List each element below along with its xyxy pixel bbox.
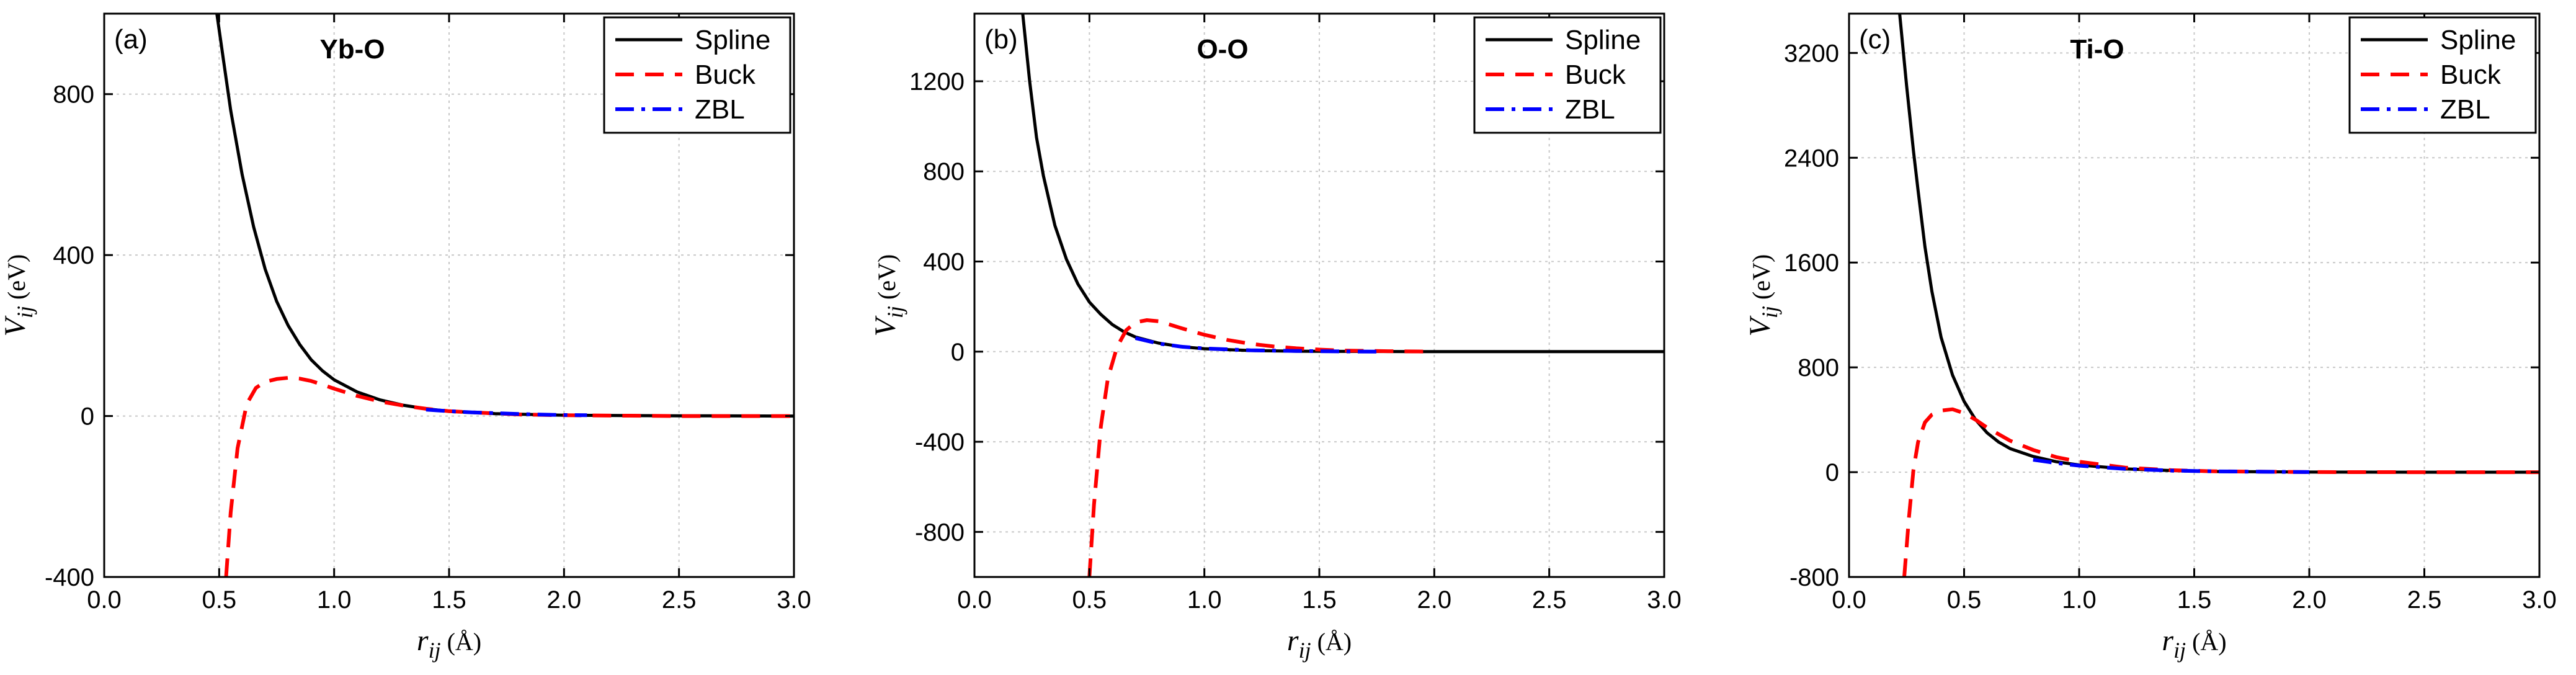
legend-label-zbl: ZBL <box>695 94 745 125</box>
x-axis-label-unit: (Å) <box>1311 628 1352 656</box>
legend-label-spline: Spline <box>1565 25 1641 55</box>
y-tick-label: -800 <box>1789 564 1839 591</box>
x-tick-label: 2.5 <box>662 586 697 614</box>
legend-box <box>603 16 791 134</box>
y-tick-label: -400 <box>45 564 94 591</box>
series-line-zbl <box>426 408 587 418</box>
x-tick-label: 1.0 <box>2062 586 2097 614</box>
y-axis-label-main: V <box>869 315 902 336</box>
x-tick-label: 2.0 <box>2292 586 2327 614</box>
legend-label-spline: Spline <box>2440 25 2516 55</box>
legend-label-buck: Buck <box>2440 60 2502 90</box>
series-line-zbl <box>1134 336 1377 354</box>
y-tick-label: 1600 <box>1784 249 1839 277</box>
panel-title: Yb-O <box>319 34 385 65</box>
y-axis-label-unit: (eV) <box>1747 254 1775 306</box>
y-axis-label-unit: (eV) <box>2 254 30 306</box>
y-tick-label: 800 <box>53 81 94 109</box>
x-tick-label: 3.0 <box>777 586 811 614</box>
legend-box <box>1473 16 1662 134</box>
series-line-buck <box>224 376 794 577</box>
x-tick-label: 1.0 <box>317 586 352 614</box>
y-tick-label: 0 <box>81 403 94 431</box>
y-axis-label-unit: (eV) <box>873 254 901 306</box>
y-tick-label: -800 <box>915 519 965 546</box>
x-tick-label: 0.5 <box>202 586 237 614</box>
panel-title: O-O <box>1197 34 1248 65</box>
y-axis-label-sub: ij <box>1757 306 1782 318</box>
y-axis-label: Vij (eV) <box>0 254 37 337</box>
y-tick-label: 3200 <box>1784 40 1839 67</box>
y-tick-label: 0 <box>951 339 965 366</box>
x-tick-label: 3.0 <box>2522 586 2557 614</box>
x-axis-label-sub: ij <box>2173 638 2186 663</box>
panel-title: Ti-O <box>2070 34 2124 65</box>
y-tick-label: 0 <box>1825 459 1839 486</box>
x-tick-label: 1.5 <box>1302 586 1337 614</box>
x-tick-label: 2.0 <box>1417 586 1452 614</box>
series-line-buck <box>1087 318 1435 577</box>
legend-label-buck: Buck <box>1565 60 1626 90</box>
panel-c: 0.0 0.5 1.0 1.5 2.0 2.5 3.0 -800 0 800 1600 2400 320… <box>1744 12 2557 663</box>
series-line-buck <box>1902 407 2539 577</box>
y-tick-label: 800 <box>923 158 965 186</box>
x-tick-label: 1.0 <box>1187 586 1222 614</box>
y-tick-label: 1200 <box>909 68 965 96</box>
y-axis-label-sub: ij <box>883 306 907 318</box>
y-tick-label: 400 <box>53 242 94 269</box>
x-tick-label: 2.5 <box>1532 586 1567 614</box>
x-axis-label-sub: ij <box>1299 638 1311 663</box>
series-line-zbl <box>2033 458 2310 474</box>
y-tick-label: 800 <box>1798 354 1839 382</box>
legend-label-buck: Buck <box>695 60 756 90</box>
y-axis-label-main: V <box>1744 315 1776 336</box>
y-tick-label: 2400 <box>1784 145 1839 172</box>
y-axis-label: Vij (eV) <box>1744 254 1782 337</box>
x-axis-label-unit: (Å) <box>2186 628 2227 656</box>
x-axis-label-main: r <box>1287 624 1299 657</box>
x-axis-label: rij (Å) <box>417 624 481 663</box>
y-axis-label-sub: ij <box>12 306 37 318</box>
panel-tag: (a) <box>114 24 148 55</box>
x-tick-label: 0.5 <box>1072 586 1107 614</box>
x-tick-label: 2.0 <box>547 586 582 614</box>
x-axis-label-main: r <box>417 624 429 657</box>
legend-label-spline: Spline <box>695 25 770 55</box>
panel-tag: (b) <box>984 24 1018 55</box>
x-tick-label: 1.5 <box>2177 586 2212 614</box>
x-tick-label: 0.5 <box>1947 586 1982 614</box>
panel-a: 0.0 0.5 1.0 1.5 2.0 2.5 3.0 -400 0 400 800 (a) Yb-O r… <box>0 12 811 663</box>
y-axis-label-main: V <box>0 315 32 336</box>
panel-tag: (c) <box>1859 24 1891 55</box>
legend-box <box>2348 16 2537 134</box>
y-axis-label: Vij (eV) <box>869 254 907 337</box>
x-axis-label: rij (Å) <box>1287 624 1352 663</box>
x-axis-label-sub: ij <box>429 638 441 663</box>
y-tick-label: -400 <box>915 429 965 456</box>
legend-label-zbl: ZBL <box>2440 94 2490 125</box>
x-axis-label-main: r <box>2162 624 2173 657</box>
legend-label-zbl: ZBL <box>1565 94 1615 125</box>
legend: Spline Buck ZBL <box>2348 16 2537 134</box>
x-tick-label: 0.0 <box>87 586 122 614</box>
y-tick-label: 400 <box>923 249 965 276</box>
legend: Spline Buck ZBL <box>1473 16 1662 134</box>
x-tick-label: 0.0 <box>957 586 992 614</box>
x-tick-label: 0.0 <box>1832 586 1866 614</box>
legend: Spline Buck ZBL <box>603 16 791 134</box>
x-tick-label: 1.5 <box>432 586 466 614</box>
x-axis-label: rij (Å) <box>2162 624 2226 663</box>
x-tick-label: 2.5 <box>2407 586 2442 614</box>
x-tick-label: 3.0 <box>1647 586 1682 614</box>
panel-b: 0.0 0.5 1.0 1.5 2.0 2.5 3.0 -800 -400 0 400 800 1200… <box>869 12 1682 663</box>
x-axis-label-unit: (Å) <box>441 628 482 656</box>
